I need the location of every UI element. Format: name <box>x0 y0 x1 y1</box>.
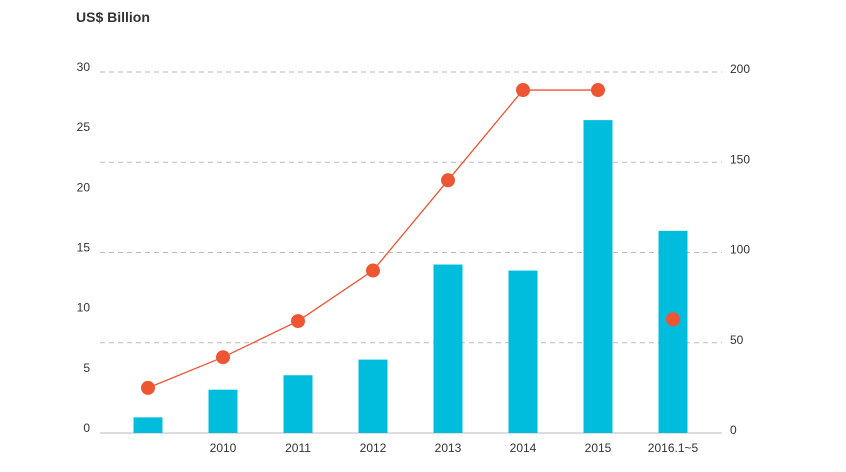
line-point-0 <box>141 380 155 395</box>
left-tick-6: 30 <box>77 60 91 74</box>
line-point-6 <box>591 83 605 98</box>
left-tick-4: 20 <box>77 180 91 194</box>
right-tick-4: 200 <box>730 62 750 76</box>
bar-3 <box>358 359 388 433</box>
line-point-1 <box>216 350 230 365</box>
gridlines <box>100 71 722 434</box>
right-tick-0: 0 <box>730 423 737 437</box>
left-tick-1: 5 <box>83 361 90 375</box>
left-axis-ticks: 0 5 10 15 20 25 30 <box>77 60 91 435</box>
x-axis-ticks: 2010 2011 2012 2013 2014 2015 2016.1~5 <box>210 441 699 455</box>
bar-6 <box>583 120 613 433</box>
bar-5 <box>508 270 538 433</box>
x-tick-5: 2014 <box>510 441 537 455</box>
line-point-3 <box>366 263 380 278</box>
x-tick-1: 2010 <box>210 441 237 455</box>
left-tick-2: 10 <box>77 301 91 315</box>
bar-1 <box>208 389 238 433</box>
x-tick-7: 2016.1~5 <box>648 441 699 455</box>
line-point-2 <box>291 314 305 329</box>
bar-7 <box>658 230 688 433</box>
line-point-4 <box>441 173 455 188</box>
x-tick-3: 2012 <box>360 441 387 455</box>
bar-4 <box>433 264 463 433</box>
right-tick-2: 100 <box>730 243 750 257</box>
bar-series <box>133 120 688 433</box>
x-tick-4: 2013 <box>435 441 462 455</box>
right-tick-1: 50 <box>730 333 744 347</box>
right-axis-ticks: 0 50 100 150 200 <box>730 62 750 437</box>
line-series <box>141 83 680 395</box>
right-tick-3: 150 <box>730 152 750 166</box>
line-point-5 <box>516 83 530 98</box>
left-tick-0: 0 <box>83 421 90 435</box>
bar-2 <box>283 375 313 433</box>
x-tick-2: 2011 <box>285 441 311 455</box>
line-point-7 <box>666 312 680 327</box>
x-tick-6: 2015 <box>585 441 612 455</box>
bar-0 <box>133 417 163 433</box>
left-tick-5: 25 <box>77 120 91 134</box>
left-tick-3: 15 <box>77 241 91 255</box>
unit-label: US$ Billion <box>76 9 150 25</box>
